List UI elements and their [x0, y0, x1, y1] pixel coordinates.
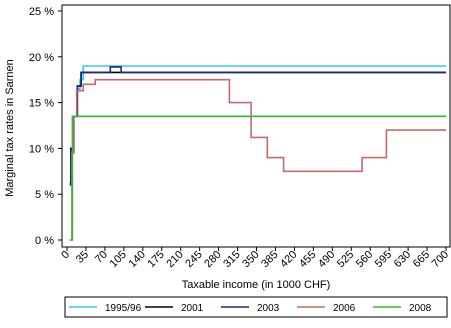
x-tick-label: 490: [316, 249, 337, 270]
x-axis: 0 35 7010514017521024528031535038542045549…: [59, 247, 451, 270]
x-tick-label: 385: [259, 249, 280, 270]
x-tick-label: 70: [93, 249, 110, 266]
x-tick-label: 700: [430, 249, 451, 270]
y-tick-label: 10 %: [29, 143, 54, 155]
y-tick-label: 0 %: [35, 235, 54, 247]
legend-frame: [64, 296, 448, 318]
legend-label: 2008: [409, 303, 432, 314]
x-tick-label: 595: [373, 249, 394, 270]
y-tick-label: 25 %: [29, 6, 54, 18]
y-axis-title: Marginal tax rates in Sarnen: [4, 59, 16, 197]
legend-label: 2001: [181, 303, 204, 314]
x-tick-label: 35: [74, 249, 91, 266]
y-axis: 0 % 5 % 10 % 15 % 20 % 25 %: [29, 6, 62, 247]
series-layer: [69, 65, 446, 241]
y-tick-label: 20 %: [29, 52, 54, 64]
x-tick-label: 105: [108, 249, 129, 270]
x-tick-label: 630: [392, 249, 413, 270]
x-tick-label: 420: [278, 249, 299, 270]
x-tick-label: 280: [202, 249, 223, 270]
y-tick-label: 5 %: [35, 189, 54, 201]
y-tick-label: 15 %: [29, 98, 54, 110]
x-tick-label: 525: [335, 249, 356, 270]
x-tick-label: 665: [411, 249, 432, 270]
series-line: [69, 78, 446, 241]
series-line: [69, 66, 446, 186]
x-tick-label: 245: [183, 249, 204, 270]
x-tick-label: 350: [240, 249, 261, 270]
x-tick-label: 175: [145, 249, 166, 270]
legend-label: 1995/96: [105, 303, 142, 314]
x-tick-label: 0: [59, 249, 72, 262]
legend-label: 2006: [333, 303, 356, 314]
x-tick-label: 140: [126, 249, 147, 270]
plot-frame: [61, 4, 451, 248]
x-axis-title: Taxable income (in 1000 CHF): [182, 279, 331, 291]
series-line: [69, 115, 446, 241]
x-tick-label: 315: [221, 249, 242, 270]
x-tick-label: 560: [354, 249, 375, 270]
x-tick-label: 455: [297, 249, 318, 270]
legend-label: 2003: [257, 303, 280, 314]
x-tick-label: 210: [164, 249, 185, 270]
legend: 1995/96 2001 2003 2006 2008: [64, 296, 448, 318]
